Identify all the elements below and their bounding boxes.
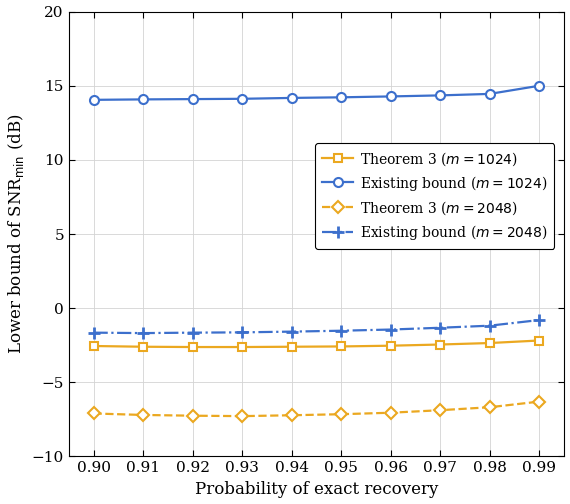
- Existing bound ($m = 2048$): [337, 328, 344, 334]
- Theorem 3 ($m = 2048$): [90, 410, 97, 416]
- Theorem 3 ($m = 1024$): [90, 343, 97, 349]
- Theorem 3 ($m = 1024$): [437, 342, 443, 348]
- Existing bound ($m = 1024$): [536, 83, 543, 89]
- Theorem 3 ($m = 2048$): [387, 410, 394, 416]
- Line: Theorem 3 ($m = 2048$): Theorem 3 ($m = 2048$): [89, 397, 544, 421]
- Theorem 3 ($m = 2048$): [536, 399, 543, 405]
- Existing bound ($m = 2048$): [189, 330, 196, 336]
- Legend: Theorem 3 ($m = 1024$), Existing bound ($m = 1024$), Theorem 3 ($m = 2048$), Exi: Theorem 3 ($m = 1024$), Existing bound (…: [315, 143, 555, 249]
- Theorem 3 ($m = 1024$): [536, 338, 543, 344]
- Theorem 3 ($m = 1024$): [140, 344, 146, 350]
- Existing bound ($m = 1024$): [189, 96, 196, 102]
- Theorem 3 ($m = 2048$): [486, 404, 493, 410]
- Existing bound ($m = 1024$): [437, 92, 443, 98]
- Existing bound ($m = 1024$): [486, 91, 493, 97]
- Existing bound ($m = 2048$): [387, 327, 394, 333]
- Theorem 3 ($m = 1024$): [239, 344, 246, 350]
- Existing bound ($m = 2048$): [437, 325, 443, 331]
- Existing bound ($m = 2048$): [486, 323, 493, 329]
- Theorem 3 ($m = 2048$): [189, 413, 196, 419]
- Existing bound ($m = 1024$): [337, 94, 344, 100]
- Y-axis label: Lower bound of SNR$_\mathrm{min}$ (dB): Lower bound of SNR$_\mathrm{min}$ (dB): [6, 114, 26, 354]
- Existing bound ($m = 2048$): [239, 329, 246, 335]
- Existing bound ($m = 2048$): [288, 329, 295, 335]
- Theorem 3 ($m = 2048$): [239, 413, 246, 419]
- Theorem 3 ($m = 2048$): [288, 412, 295, 418]
- Existing bound ($m = 1024$): [288, 95, 295, 101]
- Theorem 3 ($m = 2048$): [140, 412, 146, 418]
- Existing bound ($m = 1024$): [140, 96, 146, 102]
- Line: Existing bound ($m = 2048$): Existing bound ($m = 2048$): [88, 314, 545, 339]
- Existing bound ($m = 2048$): [140, 330, 146, 336]
- Existing bound ($m = 1024$): [90, 97, 97, 103]
- Line: Existing bound ($m = 1024$): Existing bound ($m = 1024$): [89, 81, 544, 104]
- Existing bound ($m = 1024$): [239, 96, 246, 102]
- Theorem 3 ($m = 1024$): [387, 343, 394, 349]
- Theorem 3 ($m = 1024$): [288, 344, 295, 350]
- Theorem 3 ($m = 1024$): [189, 344, 196, 350]
- Theorem 3 ($m = 2048$): [437, 407, 443, 413]
- Line: Theorem 3 ($m = 1024$): Theorem 3 ($m = 1024$): [89, 337, 543, 351]
- Theorem 3 ($m = 1024$): [337, 343, 344, 349]
- Existing bound ($m = 2048$): [536, 317, 543, 323]
- X-axis label: Probability of exact recovery: Probability of exact recovery: [194, 481, 438, 498]
- Existing bound ($m = 1024$): [387, 93, 394, 99]
- Theorem 3 ($m = 2048$): [337, 411, 344, 417]
- Theorem 3 ($m = 1024$): [486, 340, 493, 346]
- Existing bound ($m = 2048$): [90, 330, 97, 336]
